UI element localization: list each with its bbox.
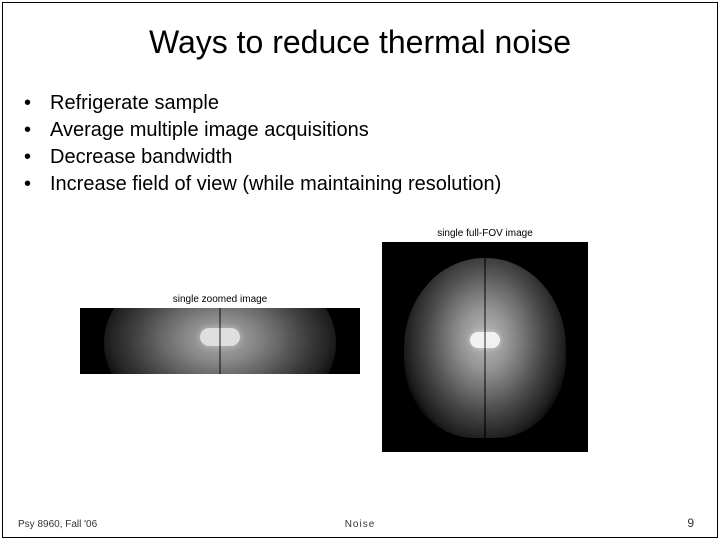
bullet-list: • Refrigerate sample • Average multiple … xyxy=(24,92,684,200)
bullet-text: Decrease bandwidth xyxy=(50,146,684,169)
mri-full-fov-image xyxy=(382,242,588,452)
mri-zoomed-image xyxy=(80,308,360,374)
figure-caption-full: single full-FOV image xyxy=(375,228,595,239)
slide-border xyxy=(2,2,718,538)
bullet-text: Increase field of view (while maintainin… xyxy=(50,173,684,196)
slide-title: Ways to reduce thermal noise xyxy=(0,24,720,61)
list-item: • Increase field of view (while maintain… xyxy=(24,173,684,196)
bullet-marker: • xyxy=(24,92,50,115)
bullet-text: Average multiple image acquisitions xyxy=(50,119,684,142)
bullet-marker: • xyxy=(24,146,50,169)
noise-overlay xyxy=(382,242,588,452)
bullet-marker: • xyxy=(24,119,50,142)
footer-page-number: 9 xyxy=(687,516,694,530)
bullet-text: Refrigerate sample xyxy=(50,92,684,115)
list-item: • Decrease bandwidth xyxy=(24,146,684,169)
list-item: • Refrigerate sample xyxy=(24,92,684,115)
figure-caption-zoom: single zoomed image xyxy=(100,294,340,305)
footer-course: Psy 8960, Fall '06 xyxy=(18,519,97,530)
list-item: • Average multiple image acquisitions xyxy=(24,119,684,142)
bullet-marker: • xyxy=(24,173,50,196)
footer-topic: Noise xyxy=(345,519,376,530)
noise-overlay xyxy=(80,308,360,374)
